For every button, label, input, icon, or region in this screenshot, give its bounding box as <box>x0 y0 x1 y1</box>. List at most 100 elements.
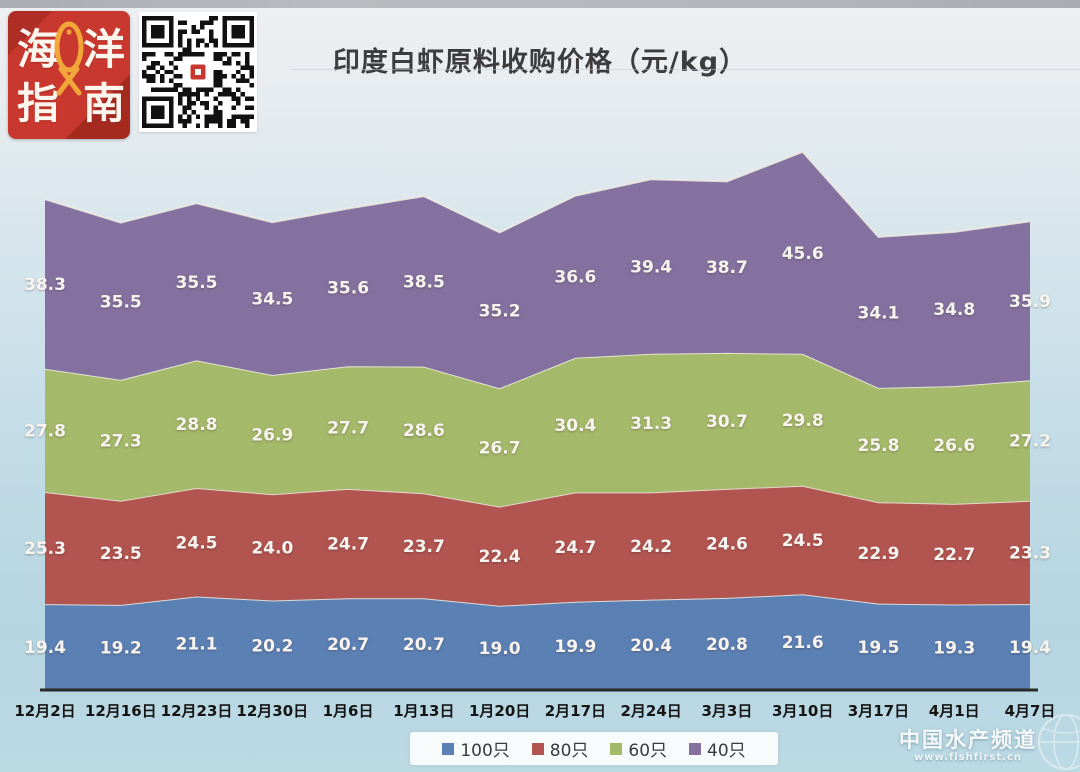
legend-swatch <box>610 742 623 755</box>
logo-char: 指 <box>17 79 60 128</box>
data-label: 19.5 <box>857 638 899 658</box>
data-label: 25.8 <box>857 436 899 456</box>
x-axis-tick: 12月23日 <box>161 702 233 720</box>
watermark-brand: 中国水产频道 <box>899 728 1037 752</box>
legend-item-100只: 100只 <box>442 736 510 761</box>
data-label: 20.2 <box>251 636 293 656</box>
legend-swatch <box>689 742 702 755</box>
legend-item-60只: 60只 <box>610 736 667 761</box>
data-label: 26.6 <box>933 436 975 456</box>
x-axis-tick: 12月16日 <box>85 702 157 720</box>
data-label: 24.0 <box>251 538 293 558</box>
legend-label: 40只 <box>707 741 746 761</box>
data-label: 25.3 <box>24 539 66 559</box>
data-label: 24.7 <box>554 538 596 558</box>
data-label: 23.5 <box>100 544 142 564</box>
area-series-80只 <box>45 485 1030 606</box>
x-axis-tick: 4月1日 <box>929 702 980 720</box>
data-label: 28.6 <box>403 421 445 441</box>
chart-legend: 100只 80只 60只 40只 <box>410 732 778 765</box>
legend-label: 80只 <box>549 741 589 761</box>
data-label: 28.8 <box>176 415 218 435</box>
x-axis-tick: 2月24日 <box>620 702 681 720</box>
x-axis-tick: 3月10日 <box>772 702 833 720</box>
data-label: 35.6 <box>327 278 369 298</box>
area-series-100只 <box>45 594 1030 690</box>
data-label: 35.5 <box>100 292 142 312</box>
page-title: 印度白虾原料收购价格（元/kg） <box>332 47 748 78</box>
data-label: 36.6 <box>554 268 596 288</box>
data-label: 20.7 <box>327 635 369 655</box>
watermark: 中国水产频道 www.fishfirst.cn <box>858 724 1078 763</box>
legend-swatch <box>531 742 544 755</box>
x-axis-tick: 1月20日 <box>469 702 530 720</box>
title-divider <box>292 69 1080 70</box>
data-label: 34.5 <box>251 290 293 310</box>
data-label: 34.8 <box>933 300 975 320</box>
logo-char: 海 <box>17 25 60 74</box>
data-label: 27.7 <box>327 419 369 439</box>
data-label: 22.9 <box>857 544 899 564</box>
data-label: 24.2 <box>630 537 672 557</box>
data-label: 27.8 <box>24 421 66 441</box>
area-edge <box>44 150 1031 238</box>
x-axis-tick: 3月3日 <box>701 702 752 720</box>
data-label: 34.1 <box>857 303 899 323</box>
data-label: 19.9 <box>554 637 596 657</box>
brand-logo: 海 洋 指 南 <box>8 11 130 139</box>
data-label: 27.3 <box>100 431 142 451</box>
data-label: 19.2 <box>100 638 142 658</box>
data-label: 23.7 <box>403 537 445 557</box>
data-label: 35.5 <box>176 273 218 293</box>
data-label: 29.8 <box>782 411 824 431</box>
legend-label: 100只 <box>460 741 510 761</box>
area-series-60只 <box>45 352 1030 507</box>
x-axis-tick: 1月6日 <box>323 702 374 720</box>
data-label: 21.6 <box>782 633 824 653</box>
logo-char: 南 <box>82 79 125 128</box>
data-label: 39.4 <box>630 257 672 277</box>
legend-item-80只: 80只 <box>531 736 589 761</box>
top-strip <box>0 0 1080 8</box>
data-label: 30.7 <box>706 412 748 432</box>
data-label: 21.1 <box>176 634 218 654</box>
data-label: 20.4 <box>630 636 672 656</box>
data-label: 24.6 <box>706 534 748 554</box>
data-label: 24.5 <box>782 531 824 551</box>
data-label: 22.7 <box>933 545 975 565</box>
x-axis-tick: 12月2日 <box>14 702 75 720</box>
x-axis-tick: 12月30日 <box>236 702 308 720</box>
legend-label: 60只 <box>628 741 668 761</box>
data-label: 22.4 <box>479 547 521 567</box>
data-label: 38.3 <box>24 275 66 295</box>
fish-icon <box>54 21 84 96</box>
x-axis-tick: 1月13日 <box>393 702 454 720</box>
data-label: 19.4 <box>1009 638 1051 658</box>
logo-char: 洋 <box>82 25 125 74</box>
watermark-url: www.fishfirst.cn <box>913 752 1022 763</box>
data-label: 24.7 <box>327 535 369 555</box>
data-label: 35.2 <box>479 301 521 321</box>
x-axis-tick: 2月17日 <box>545 702 606 720</box>
data-label: 20.7 <box>403 635 445 655</box>
data-label: 38.7 <box>706 258 748 278</box>
data-labels: 19.4 19.2 21.1 20.2 20.7 20.7 19.0 19.9 20.4 20.8… <box>24 244 1051 659</box>
data-label: 26.9 <box>251 426 293 446</box>
globe-icon <box>1038 714 1080 770</box>
data-label: 24.5 <box>176 533 218 553</box>
data-label: 38.5 <box>403 272 445 292</box>
data-label: 26.7 <box>479 438 521 458</box>
area-series-40只 <box>45 151 1030 389</box>
legend-item-40只: 40只 <box>689 736 746 761</box>
qr-code <box>139 12 257 132</box>
data-label: 31.3 <box>630 414 672 434</box>
data-label: 23.3 <box>1009 543 1051 563</box>
legend-swatch <box>442 742 455 755</box>
x-axis-tick: 3月17日 <box>848 702 909 720</box>
data-label: 30.4 <box>554 416 596 436</box>
data-label: 27.2 <box>1009 432 1051 452</box>
data-label: 45.6 <box>782 244 824 264</box>
data-label: 19.0 <box>479 639 521 659</box>
data-label: 35.9 <box>1009 292 1051 312</box>
